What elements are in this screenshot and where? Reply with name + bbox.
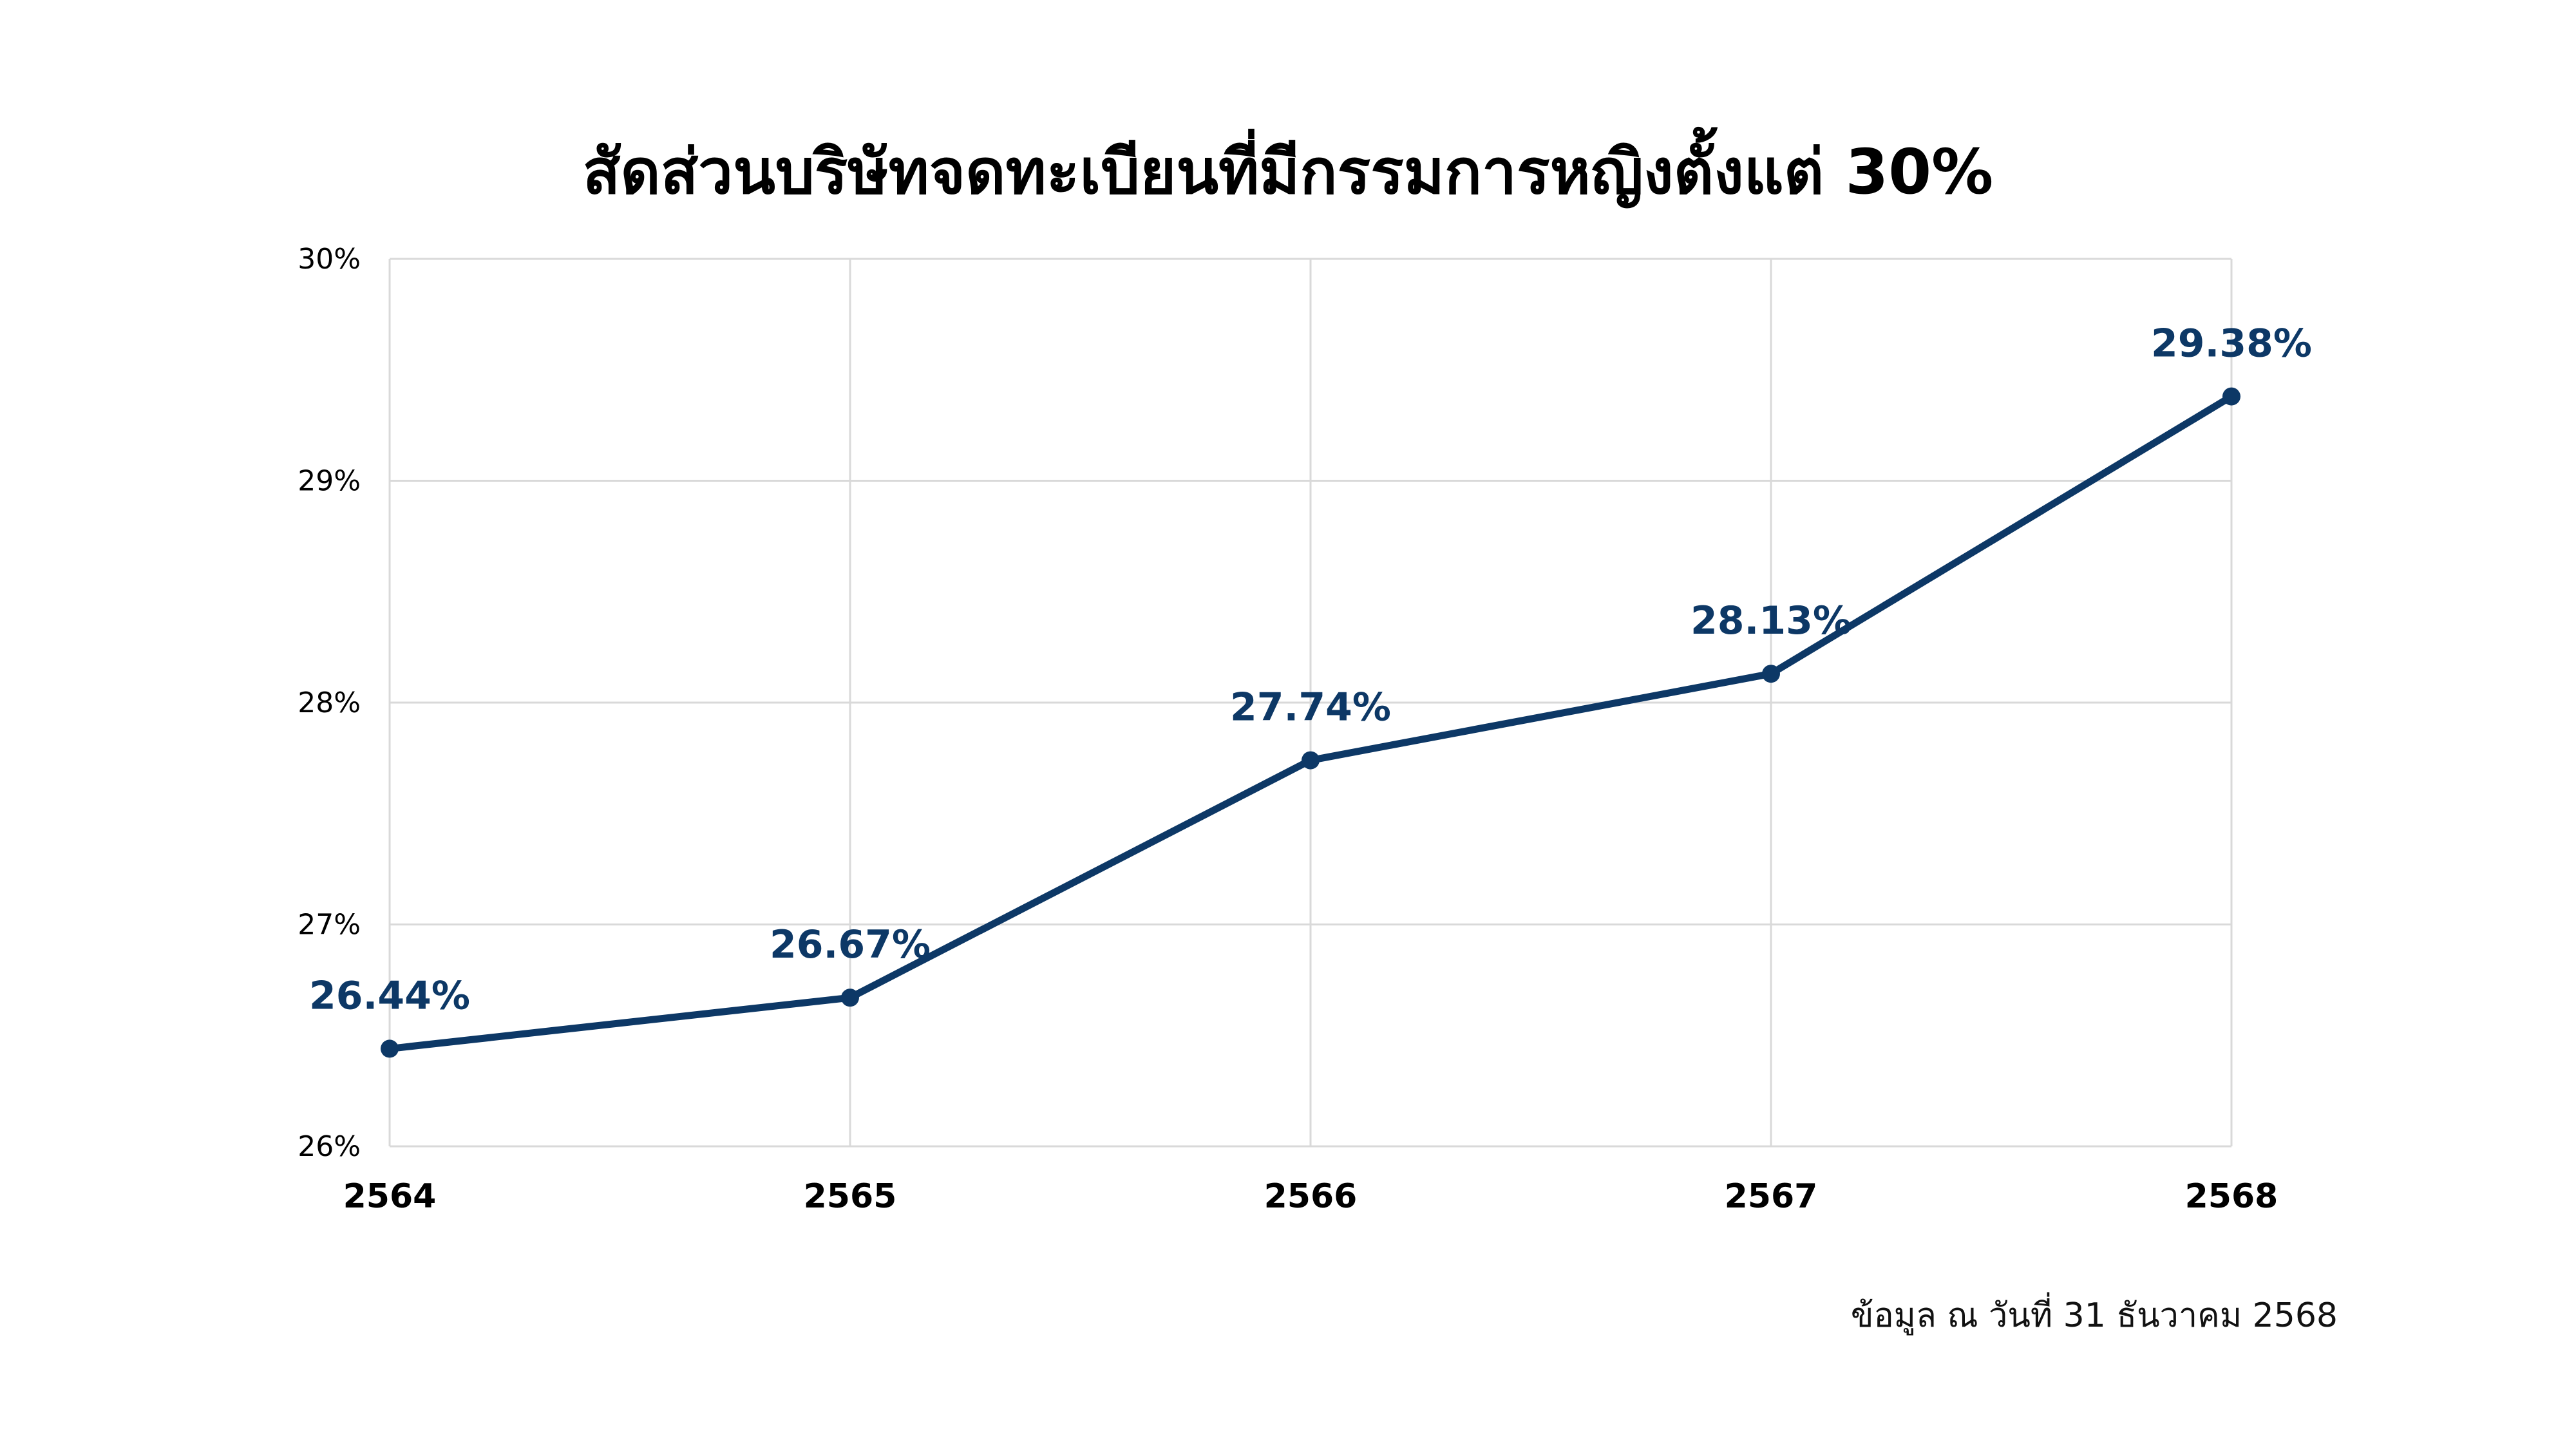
y-axis: 26% 27% 28% 29% 30% (298, 243, 361, 1163)
data-labels: 26.44% 26.67% 27.74% 28.13% 29.38% (309, 321, 2312, 1019)
y-tick-label: 26% (298, 1130, 361, 1163)
y-tick-label: 27% (298, 909, 361, 942)
x-axis: 2564 2565 2566 2567 2568 (343, 1177, 2278, 1216)
grid (388, 258, 2233, 1148)
data-point (1762, 665, 1780, 683)
data-label: 27.74% (1230, 685, 1391, 730)
data-point (381, 1039, 399, 1058)
data-label: 26.67% (770, 922, 931, 967)
y-tick-label: 28% (298, 687, 361, 719)
series-line-group (381, 387, 2240, 1058)
y-tick-label: 29% (298, 465, 361, 498)
data-label: 28.13% (1690, 598, 1852, 643)
data-point (1302, 751, 1320, 770)
source-note: ข้อมูล ณ วันที่ 31 ธันวาคม 2568 (1851, 1292, 2338, 1336)
y-tick-label: 30% (298, 243, 361, 276)
data-label: 29.38% (2151, 321, 2312, 366)
x-tick-label: 2567 (1725, 1177, 1818, 1216)
data-label: 26.44% (309, 973, 470, 1018)
chart-title: สัดส่วนบริษัทจดทะเบียนที่มีกรรมการหญิงตั… (583, 126, 1993, 209)
data-point (2222, 387, 2240, 406)
x-tick-label: 2564 (343, 1177, 437, 1216)
x-tick-label: 2566 (1264, 1177, 1358, 1216)
x-tick-label: 2565 (804, 1177, 897, 1216)
x-tick-label: 2568 (2185, 1177, 2278, 1216)
data-point (841, 989, 859, 1007)
